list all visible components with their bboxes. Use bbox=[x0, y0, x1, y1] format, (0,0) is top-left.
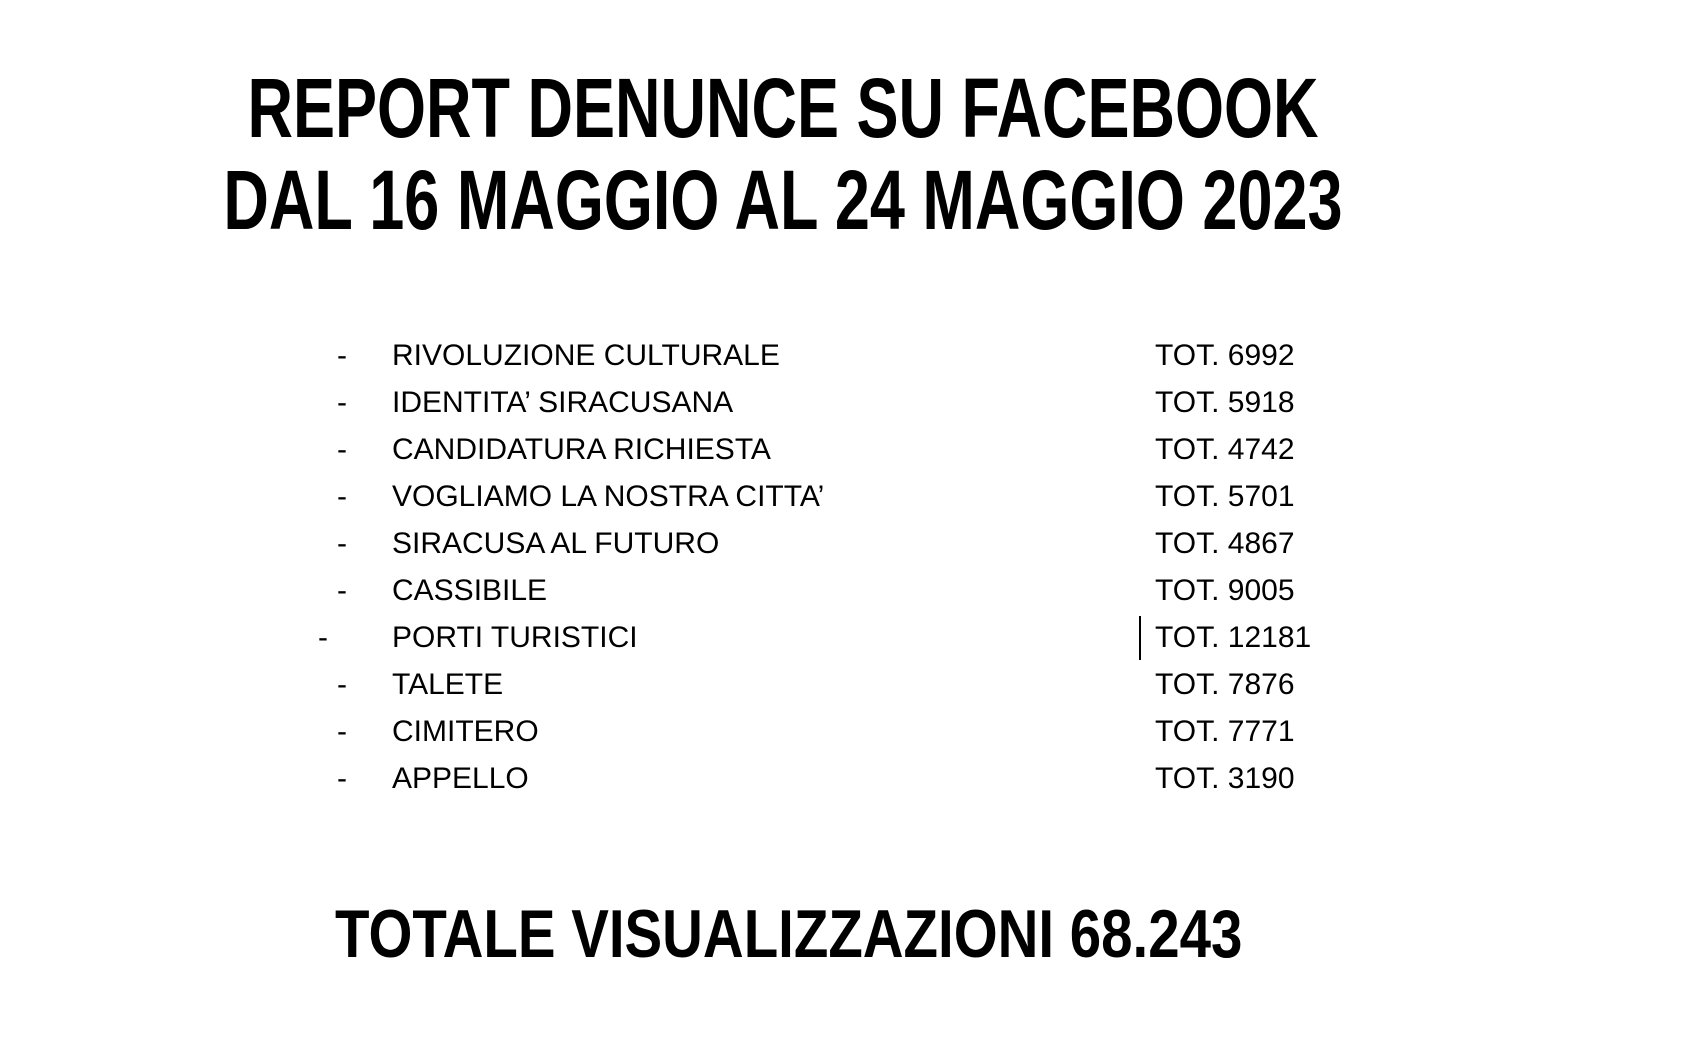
item-label: PORTI TURISTICI bbox=[392, 621, 638, 654]
list-item: - PORTI TURISTICI TOT. 12181 bbox=[0, 614, 1692, 661]
total-views-label: TOTALE VISUALIZZAZIONI 68.243 bbox=[335, 896, 1243, 972]
report-title-line2: DAL 16 MAGGIO AL 24 MAGGIO 2023 bbox=[223, 153, 1343, 247]
bullet-dash: - bbox=[337, 668, 347, 701]
item-label: IDENTITA’ SIRACUSANA bbox=[392, 386, 734, 419]
text-cursor bbox=[1139, 616, 1141, 660]
item-label: VOGLIAMO LA NOSTRA CITTA’ bbox=[392, 480, 825, 513]
item-label: CASSIBILE bbox=[392, 574, 548, 607]
list-item: - RIVOLUZIONE CULTURALE TOT. 6992 bbox=[0, 332, 1692, 379]
item-label: TALETE bbox=[392, 668, 504, 701]
item-label: APPELLO bbox=[392, 762, 529, 795]
bullet-dash: - bbox=[337, 480, 347, 513]
list-item: - CIMITERO TOT. 7771 bbox=[0, 708, 1692, 755]
bullet-dash: - bbox=[337, 715, 347, 748]
item-label: SIRACUSA AL FUTURO bbox=[392, 527, 720, 560]
item-total: TOT. 5918 bbox=[1155, 386, 1295, 419]
bullet-dash: - bbox=[337, 574, 347, 607]
item-total: TOT. 12181 bbox=[1155, 621, 1312, 654]
bullet-dash: - bbox=[337, 339, 347, 372]
item-total: TOT. 9005 bbox=[1155, 574, 1295, 607]
list-item: - APPELLO TOT. 3190 bbox=[0, 755, 1692, 802]
bullet-dash: - bbox=[337, 527, 347, 560]
bullet-dash: - bbox=[318, 621, 328, 654]
report-list: - RIVOLUZIONE CULTURALE TOT. 6992 - IDEN… bbox=[0, 332, 1692, 802]
bullet-dash: - bbox=[337, 433, 347, 466]
report-title: REPORT DENUNCE SU FACEBOOK DAL 16 MAGGIO… bbox=[0, 62, 1566, 246]
item-label: CANDIDATURA RICHIESTA bbox=[392, 433, 771, 466]
item-total: TOT. 7771 bbox=[1155, 715, 1295, 748]
list-item: - CANDIDATURA RICHIESTA TOT. 4742 bbox=[0, 426, 1692, 473]
list-item: - SIRACUSA AL FUTURO TOT. 4867 bbox=[0, 520, 1692, 567]
bullet-dash: - bbox=[337, 386, 347, 419]
bullet-dash: - bbox=[337, 762, 347, 795]
total-views: TOTALE VISUALIZZAZIONI 68.243 bbox=[335, 898, 1242, 970]
list-item: - VOGLIAMO LA NOSTRA CITTA’ TOT. 5701 bbox=[0, 473, 1692, 520]
item-total: TOT. 4742 bbox=[1155, 433, 1295, 466]
item-label: CIMITERO bbox=[392, 715, 539, 748]
item-total: TOT. 5701 bbox=[1155, 480, 1295, 513]
item-total: TOT. 3190 bbox=[1155, 762, 1295, 795]
item-label: RIVOLUZIONE CULTURALE bbox=[392, 339, 780, 372]
item-total: TOT. 4867 bbox=[1155, 527, 1295, 560]
item-total: TOT. 7876 bbox=[1155, 668, 1295, 701]
item-total: TOT. 6992 bbox=[1155, 339, 1295, 372]
report-title-line1: REPORT DENUNCE SU FACEBOOK bbox=[247, 61, 1319, 155]
list-item: - CASSIBILE TOT. 9005 bbox=[0, 567, 1692, 614]
list-item: - IDENTITA’ SIRACUSANA TOT. 5918 bbox=[0, 379, 1692, 426]
list-item: - TALETE TOT. 7876 bbox=[0, 661, 1692, 708]
